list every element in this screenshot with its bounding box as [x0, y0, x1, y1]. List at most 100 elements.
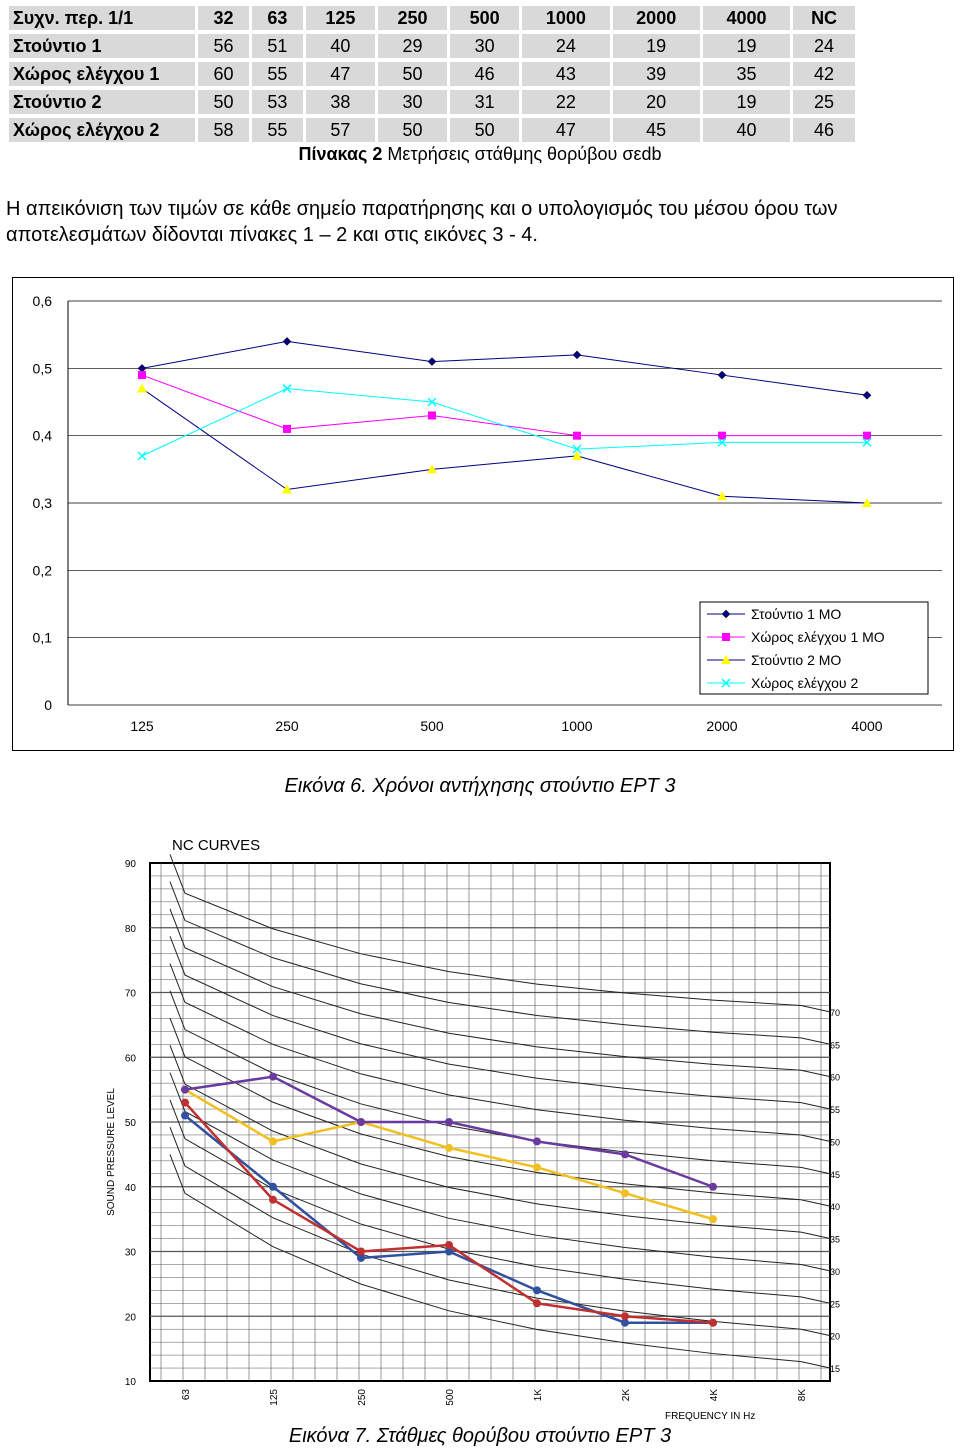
x-tick-label: 500	[420, 718, 444, 734]
value-cell: 22	[522, 90, 610, 114]
value-cell: 50	[198, 90, 249, 114]
data-point	[269, 1182, 277, 1191]
data-point	[533, 1299, 541, 1308]
nc-curve	[169, 854, 831, 1013]
body-paragraph: Η απεικόνιση των τιμών σε κάθε σημείο πα…	[6, 198, 838, 246]
x-tick-label: 250	[357, 1389, 368, 1406]
nc-curve	[169, 1126, 831, 1337]
x-tick-label: 2K	[621, 1389, 632, 1402]
data-point	[533, 1286, 541, 1295]
value-cell: 19	[702, 90, 791, 114]
data-point	[573, 431, 581, 440]
value-cell: 20	[612, 90, 700, 114]
y-tick-label: 30	[125, 1248, 137, 1259]
header-freq-cell: 250	[378, 6, 448, 30]
table-caption: Πίνακας 2 Μετρήσεις στάθμης θορύβου σεdb	[0, 144, 960, 165]
data-point	[862, 498, 872, 507]
x-tick-label: 63	[181, 1389, 192, 1401]
y-tick-label: 80	[125, 924, 137, 935]
table-header-row: Συχν. περ. 1/1 32 63 125 250 500 1000 2000 4000 N…	[9, 6, 855, 30]
y-tick-label: 0,4	[33, 428, 53, 444]
nc-curve-label: 60	[830, 1073, 840, 1083]
value-cell: 50	[378, 118, 448, 142]
table-caption-text: Μετρήσεις στάθμης θορύβου σεdb	[382, 144, 662, 164]
series-1	[137, 337, 872, 400]
value-cell: 50	[378, 62, 448, 86]
series-line	[141, 388, 867, 457]
table-row: Χώρος ελέγχου 1 60 55 47 50 46 43 39 35 42	[9, 62, 855, 86]
data-point	[282, 337, 292, 346]
data-point	[717, 437, 727, 447]
nc-curve	[169, 1045, 831, 1240]
header-freq-cell: 500	[450, 6, 520, 30]
data-point	[428, 411, 436, 420]
reverb-time-chart: 0 0,1 0,2 0,3 0,4 0,5 0,6 125 250 500 1000 2000 4000…	[12, 277, 954, 751]
table-row: Στούντιο 2 50 53 38 30 31 22 20 19 25	[9, 90, 855, 114]
nc-curve	[169, 1154, 831, 1369]
legend-label: Χώρος ελέγχου 2	[751, 675, 858, 691]
value-cell: 56	[198, 34, 249, 58]
legend: Στούντιο 1 ΜΟ Χώρος ελέγχου 1 ΜΟ Στούντιο …	[699, 601, 929, 695]
row-label-cell: Χώρος ελέγχου 1	[9, 62, 195, 86]
series-3	[137, 383, 872, 507]
x-tick-label: 2000	[706, 718, 737, 734]
nc-curve-label: 35	[830, 1235, 840, 1245]
value-cell: 24	[793, 34, 855, 58]
x-tick-label: 1000	[561, 718, 592, 734]
y-axis-label: SOUND PRESSURE LEVEL	[106, 1088, 117, 1216]
value-cell: 40	[702, 118, 791, 142]
data-point	[717, 370, 727, 380]
data-point	[181, 1111, 189, 1120]
legend-label: Στούντιο 2 ΜΟ	[751, 652, 841, 668]
data-point	[269, 1195, 277, 1204]
y-tick-label: 0,5	[33, 360, 53, 376]
value-cell: 50	[450, 118, 520, 142]
nc-curve-label: 20	[830, 1332, 840, 1342]
y-tick-label: 90	[125, 859, 137, 870]
nc-curve	[169, 908, 831, 1078]
data-point	[717, 491, 727, 501]
x-tick-label: 125	[269, 1389, 280, 1406]
value-cell: 42	[793, 62, 855, 86]
header-freq-cell: 2000	[612, 6, 700, 30]
x-axis-label: FREQUENCY IN Hz	[665, 1411, 755, 1422]
value-cell: 47	[522, 118, 610, 142]
series-4	[137, 384, 872, 461]
data-point	[445, 1118, 453, 1126]
x-tick-label: 500	[445, 1389, 456, 1406]
value-cell: 46	[450, 62, 520, 86]
nc-curve-label: 30	[830, 1267, 840, 1277]
y-tick-label: 0,6	[33, 293, 53, 309]
value-cell: 35	[702, 62, 791, 86]
value-cell: 25	[793, 90, 855, 114]
value-cell: 30	[450, 34, 520, 58]
data-point	[572, 450, 582, 460]
value-cell: 39	[612, 62, 700, 86]
value-cell: 29	[378, 34, 448, 58]
data-point	[621, 1312, 629, 1321]
series-line	[141, 340, 868, 396]
value-cell: 51	[251, 34, 303, 58]
data-point	[863, 431, 871, 440]
nc-curve	[169, 1072, 831, 1272]
value-cell: 45	[612, 118, 700, 142]
value-cell: 38	[305, 90, 375, 114]
y-tick-label: 40	[125, 1183, 137, 1194]
figure6-caption: Εικόνα 6. Χρόνοι αντήχησης στούντιο ΕΡΤ …	[284, 775, 676, 797]
data-point	[862, 437, 872, 447]
header-freq-cell: NC	[793, 6, 855, 30]
data-point	[137, 383, 147, 393]
x-tick-label: 1K	[533, 1389, 544, 1402]
legend-box	[699, 601, 929, 695]
data-point	[718, 431, 726, 440]
figure7-caption: Εικόνα 7. Στάθμες θορύβου στούντιο ΕΡΤ 3	[288, 1425, 672, 1447]
data-point	[282, 484, 292, 494]
legend-marker	[721, 609, 731, 619]
value-cell: 46	[793, 118, 855, 142]
nc-series-3	[181, 1098, 717, 1327]
value-cell: 43	[522, 62, 610, 86]
data-point	[427, 464, 437, 474]
data-point	[445, 1241, 453, 1250]
nc-curve-label: 25	[830, 1299, 840, 1309]
data-point	[357, 1118, 365, 1126]
